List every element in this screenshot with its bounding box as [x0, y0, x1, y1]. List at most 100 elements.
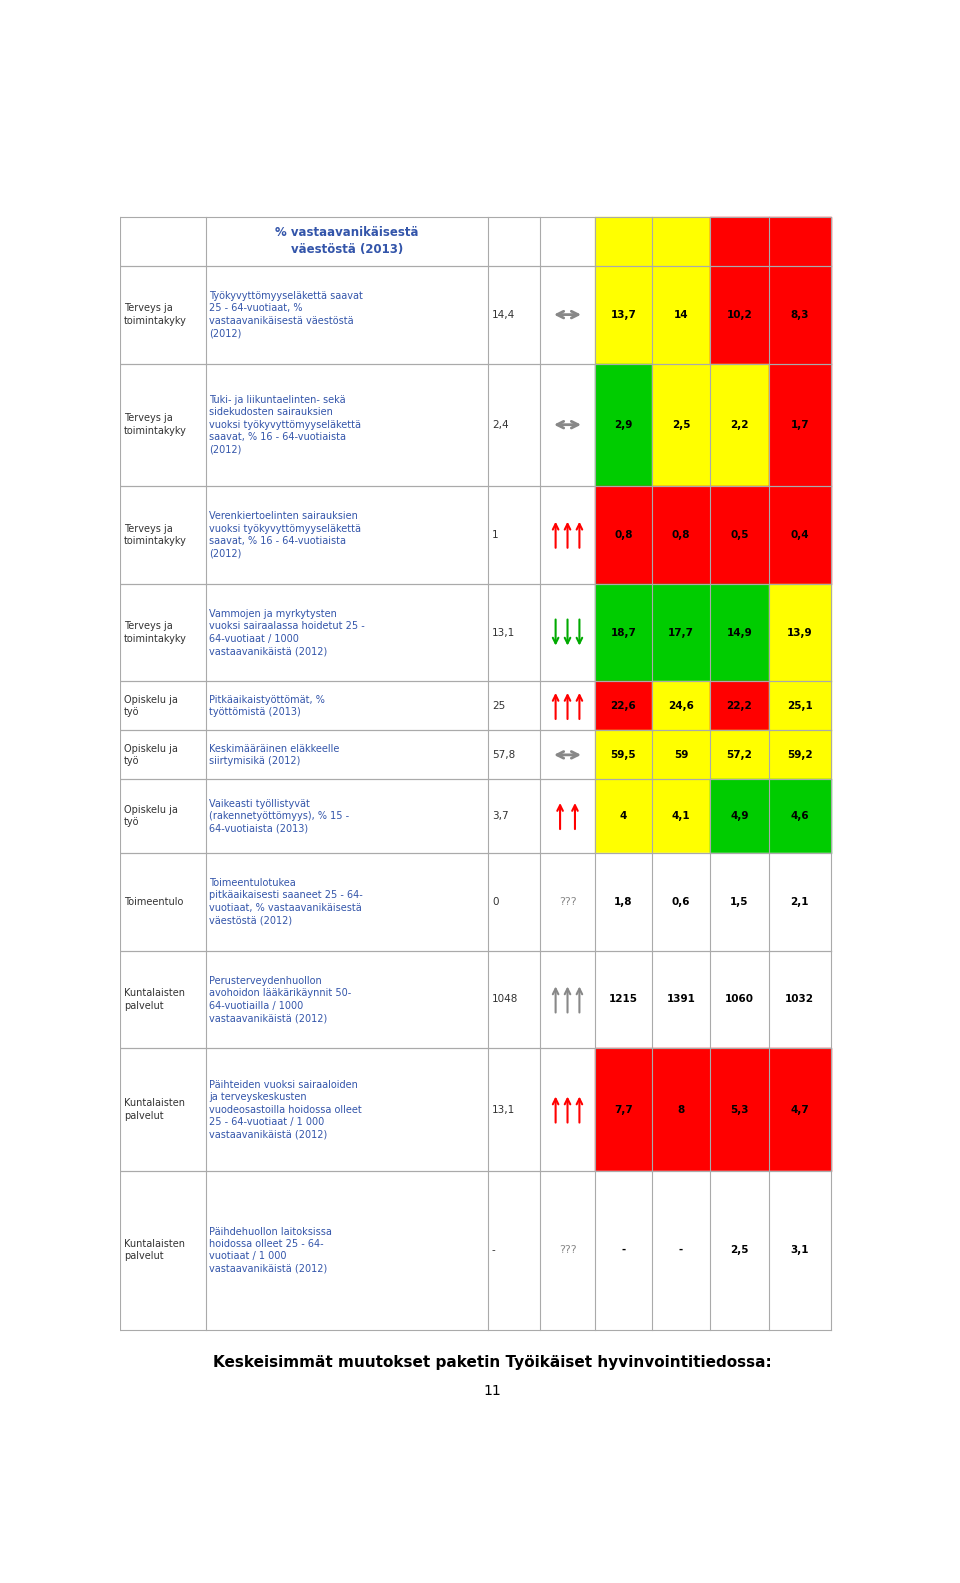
Bar [652, 950, 710, 1048]
Bar [710, 1048, 769, 1171]
Bar [652, 364, 710, 486]
Text: 24,6: 24,6 [668, 701, 694, 711]
Text: 0,6: 0,6 [672, 896, 690, 907]
Text: Opiskelu ja
työ: Opiskelu ja työ [124, 695, 178, 717]
Text: Työkyvyttömyyseläkettä saavat
25 - 64-vuotiaat, %
vastaavanikäisestä väestöstä
(: Työkyvyttömyyseläkettä saavat 25 - 64-vu… [209, 291, 363, 339]
Bar [769, 682, 830, 730]
Text: 59,2: 59,2 [787, 750, 812, 760]
Text: Terveys ja
toimintakyky: Terveys ja toimintakyky [124, 622, 186, 644]
Text: 0,5: 0,5 [731, 530, 749, 540]
Bar [652, 1171, 710, 1330]
Text: 57,2: 57,2 [727, 750, 753, 760]
Text: ???: ??? [559, 896, 576, 907]
Bar [710, 266, 769, 364]
Text: 2,1: 2,1 [790, 896, 809, 907]
Text: Terveys ja
toimintakyky: Terveys ja toimintakyky [124, 524, 186, 546]
Text: 14,9: 14,9 [727, 627, 753, 638]
Bar [710, 853, 769, 950]
Text: 13,7: 13,7 [611, 310, 636, 320]
Bar [769, 950, 830, 1048]
Bar [652, 779, 710, 853]
Text: Toimeentulo: Toimeentulo [124, 896, 183, 907]
Text: Keskimääräinen eläkkeelle
siirtymisikä (2012): Keskimääräinen eläkkeelle siirtymisikä (… [209, 744, 340, 766]
Bar [710, 584, 769, 682]
Text: Toimeentulotukea
pitkäaikaisesti saaneet 25 - 64-
vuotiaat, % vastaavanikäisestä: Toimeentulotukea pitkäaikaisesti saaneet… [209, 879, 363, 924]
Bar [769, 584, 830, 682]
Text: 7,7: 7,7 [614, 1105, 633, 1114]
Text: Päihteiden vuoksi sairaaloiden
ja terveyskeskusten
vuodeosastoilla hoidossa olle: Päihteiden vuoksi sairaaloiden ja tervey… [209, 1080, 362, 1140]
Bar [710, 730, 769, 779]
Bar [710, 950, 769, 1048]
Text: 25: 25 [492, 701, 505, 711]
Text: 4,7: 4,7 [790, 1105, 809, 1114]
Bar [710, 779, 769, 853]
Bar [710, 682, 769, 730]
Text: 22,2: 22,2 [727, 701, 753, 711]
Bar [710, 1171, 769, 1330]
Bar [594, 364, 652, 486]
Bar [594, 486, 652, 584]
Text: Keskeisimmät muutokset paketin Työikäiset hyvinvointitiedossa:: Keskeisimmät muutokset paketin Työikäise… [212, 1355, 772, 1369]
Text: 18,7: 18,7 [611, 627, 636, 638]
Text: Perusterveydenhuollon
avohoidon lääkärikäynnit 50-
64-vuotiailla / 1000
vastaava: Perusterveydenhuollon avohoidon lääkärik… [209, 975, 351, 1023]
Bar [652, 853, 710, 950]
Text: 2,2: 2,2 [731, 419, 749, 429]
Text: Vaikeasti työllistyvät
(rakennetyöttömyys), % 15 -
64-vuotiaista (2013): Vaikeasti työllistyvät (rakennetyöttömyy… [209, 798, 349, 833]
Text: 1,7: 1,7 [790, 419, 809, 429]
Text: 8,3: 8,3 [790, 310, 809, 320]
Bar [769, 1048, 830, 1171]
Text: Terveys ja
toimintakyky: Terveys ja toimintakyky [124, 413, 186, 435]
Text: 14: 14 [674, 310, 688, 320]
Bar [710, 486, 769, 584]
Bar [594, 682, 652, 730]
Text: -: - [492, 1246, 495, 1255]
Text: 57,8: 57,8 [492, 750, 516, 760]
Text: 1032: 1032 [785, 994, 814, 1005]
Text: 4,9: 4,9 [731, 810, 749, 822]
Text: 0,8: 0,8 [614, 530, 633, 540]
Text: 1060: 1060 [725, 994, 754, 1005]
Text: 13,9: 13,9 [787, 627, 812, 638]
Text: ???: ??? [559, 1246, 576, 1255]
Text: 2,5: 2,5 [731, 1246, 749, 1255]
Text: 2,5: 2,5 [672, 419, 690, 429]
Text: 0,8: 0,8 [672, 530, 690, 540]
Text: 59: 59 [674, 750, 688, 760]
Text: Vammojen ja myrkytysten
vuoksi sairaalassa hoidetut 25 -
64-vuotiaat / 1000
vast: Vammojen ja myrkytysten vuoksi sairaalas… [209, 609, 365, 657]
Text: Verenkiertoelinten sairauksien
vuoksi työkyvyttömyyseläkettä
saavat, % 16 - 64-v: Verenkiertoelinten sairauksien vuoksi ty… [209, 511, 361, 559]
Text: -: - [679, 1246, 684, 1255]
Text: 1391: 1391 [666, 994, 695, 1005]
Text: 0,4: 0,4 [790, 530, 809, 540]
Text: 3,7: 3,7 [492, 810, 509, 822]
Bar [769, 853, 830, 950]
Text: 13,1: 13,1 [492, 627, 516, 638]
Bar [769, 1171, 830, 1330]
Text: 10,2: 10,2 [727, 310, 753, 320]
Bar [594, 950, 652, 1048]
Bar [594, 266, 652, 364]
Text: 13,1: 13,1 [492, 1105, 516, 1114]
Text: Terveys ja
toimintakyky: Terveys ja toimintakyky [124, 304, 186, 326]
Text: 59,5: 59,5 [611, 750, 636, 760]
Bar [652, 1048, 710, 1171]
Bar [594, 779, 652, 853]
Text: 2,4: 2,4 [492, 419, 509, 429]
Text: 1,8: 1,8 [614, 896, 633, 907]
Text: 1215: 1215 [609, 994, 637, 1005]
Text: 17,7: 17,7 [668, 627, 694, 638]
Text: 1,5: 1,5 [731, 896, 749, 907]
Text: Tuki- ja liikuntaelinten- sekä
sidekudosten sairauksien
vuoksi työkyvyttömyyselä: Tuki- ja liikuntaelinten- sekä sidekudos… [209, 394, 361, 454]
Text: Päihdehuollon laitoksissa
hoidossa olleet 25 - 64-
vuotiaat / 1 000
vastaavanikä: Päihdehuollon laitoksissa hoidossa ollee… [209, 1227, 332, 1274]
Bar [594, 730, 652, 779]
Bar [769, 266, 830, 364]
Text: 14,4: 14,4 [492, 310, 516, 320]
Text: % vastaavanikäisestä
väestöstä (2013): % vastaavanikäisestä väestöstä (2013) [276, 226, 419, 256]
Text: 5,3: 5,3 [731, 1105, 749, 1114]
Text: Pitkäaikaistyöttömät, %
työttömistä (2013): Pitkäaikaistyöttömät, % työttömistä (201… [209, 695, 325, 717]
Bar [594, 584, 652, 682]
Text: Opiskelu ja
työ: Opiskelu ja työ [124, 804, 178, 828]
Bar [594, 217, 652, 266]
Bar [769, 730, 830, 779]
Text: 4,1: 4,1 [672, 810, 690, 822]
Text: Kuntalaisten
palvelut: Kuntalaisten palvelut [124, 1239, 184, 1262]
